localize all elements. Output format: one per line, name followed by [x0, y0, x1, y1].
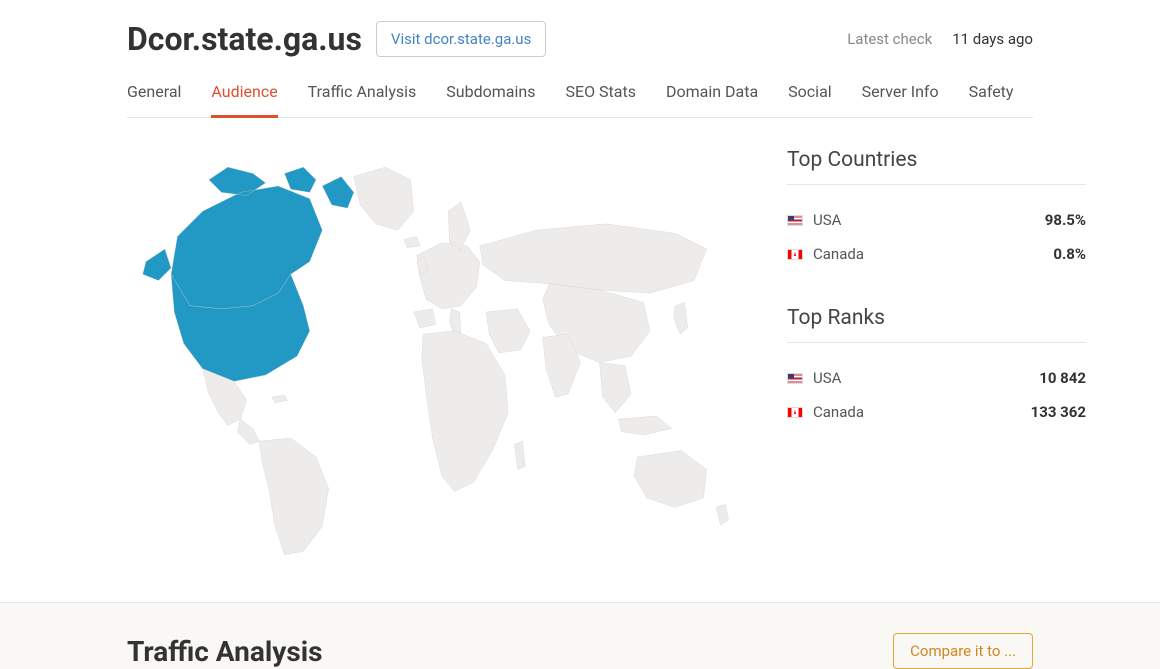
- country-row-canada: Canada 0.8%: [787, 237, 1086, 271]
- map-se-asia: [600, 362, 632, 412]
- map-new-zealand: [716, 504, 729, 525]
- tab-traffic-analysis[interactable]: Traffic Analysis: [308, 82, 417, 117]
- map-russia: [480, 224, 707, 293]
- tab-safety[interactable]: Safety: [969, 82, 1014, 117]
- title-left: Dcor.state.ga.us Visit dcor.state.ga.us: [127, 20, 546, 58]
- title-row: Dcor.state.ga.us Visit dcor.state.ga.us …: [127, 20, 1033, 58]
- flag-ca-icon: [787, 249, 803, 260]
- top-ranks-section: Top Ranks USA 10 842 Canada 133 362: [787, 306, 1086, 429]
- country-name: USA: [813, 369, 841, 387]
- rank-row-canada: Canada 133 362: [787, 395, 1086, 429]
- top-countries-title: Top Countries: [787, 148, 1086, 185]
- rank-value: 10 842: [1039, 369, 1086, 387]
- country-label: Canada: [787, 245, 864, 263]
- tab-domain-data[interactable]: Domain Data: [666, 82, 758, 117]
- map-central-america: [237, 419, 259, 444]
- map-greenland: [354, 167, 414, 230]
- latest-check-label: Latest check: [847, 30, 932, 48]
- nav-tabs: General Audience Traffic Analysis Subdom…: [127, 82, 1033, 118]
- map-europe: [417, 243, 480, 309]
- country-label: Canada: [787, 403, 864, 421]
- tab-audience[interactable]: Audience: [211, 82, 277, 118]
- map-spain: [414, 309, 436, 328]
- compare-button[interactable]: Compare it to ...: [893, 633, 1033, 669]
- country-name: Canada: [813, 403, 864, 421]
- traffic-analysis-heading: Traffic Analysis: [127, 635, 323, 668]
- flag-us-icon: [787, 373, 803, 384]
- top-ranks-title: Top Ranks: [787, 306, 1086, 343]
- rank-row-usa: USA 10 842: [787, 361, 1086, 395]
- country-name: USA: [813, 211, 841, 229]
- map-australia: [634, 451, 706, 508]
- country-label: USA: [787, 211, 841, 229]
- top-countries-section: Top Countries USA 98.5% Canada 0.8%: [787, 148, 1086, 271]
- country-row-usa: USA 98.5%: [787, 203, 1086, 237]
- page-header: Dcor.state.ga.us Visit dcor.state.ga.us …: [0, 0, 1160, 118]
- tab-subdomains[interactable]: Subdomains: [446, 82, 535, 117]
- latest-check-value: 11 days ago: [952, 30, 1033, 48]
- map-scandinavia: [448, 202, 470, 249]
- flag-us-icon: [787, 215, 803, 226]
- country-percent: 0.8%: [1053, 245, 1086, 263]
- visit-domain-button[interactable]: Visit dcor.state.ga.us: [376, 21, 546, 57]
- map-japan: [674, 303, 688, 335]
- country-percent: 98.5%: [1045, 211, 1086, 229]
- country-name: Canada: [813, 245, 864, 263]
- world-map-container: [127, 148, 757, 562]
- tab-server-info[interactable]: Server Info: [862, 82, 939, 117]
- tab-general[interactable]: General: [127, 82, 181, 117]
- map-africa: [422, 331, 508, 492]
- map-iceland: [404, 236, 420, 247]
- tab-seo-stats[interactable]: SEO Stats: [565, 82, 636, 117]
- rank-value: 133 362: [1031, 403, 1086, 421]
- country-label: USA: [787, 369, 841, 387]
- domain-title: Dcor.state.ga.us: [127, 20, 362, 58]
- map-indonesia: [618, 416, 672, 435]
- map-canada: [171, 167, 354, 309]
- map-south-america: [259, 438, 328, 555]
- traffic-analysis-section: Traffic Analysis Compare it to ...: [0, 602, 1160, 669]
- world-map: [127, 148, 757, 558]
- map-caribbean: [272, 395, 288, 403]
- stats-panel: Top Countries USA 98.5% Canada 0.8% Top …: [787, 148, 1086, 562]
- map-madagascar: [514, 441, 525, 469]
- flag-ca-icon: [787, 407, 803, 418]
- content-area: Top Countries USA 98.5% Canada 0.8% Top …: [0, 118, 1160, 602]
- tab-social[interactable]: Social: [788, 82, 831, 117]
- latest-check-info: Latest check 11 days ago: [847, 30, 1033, 48]
- map-middle-east: [486, 309, 530, 353]
